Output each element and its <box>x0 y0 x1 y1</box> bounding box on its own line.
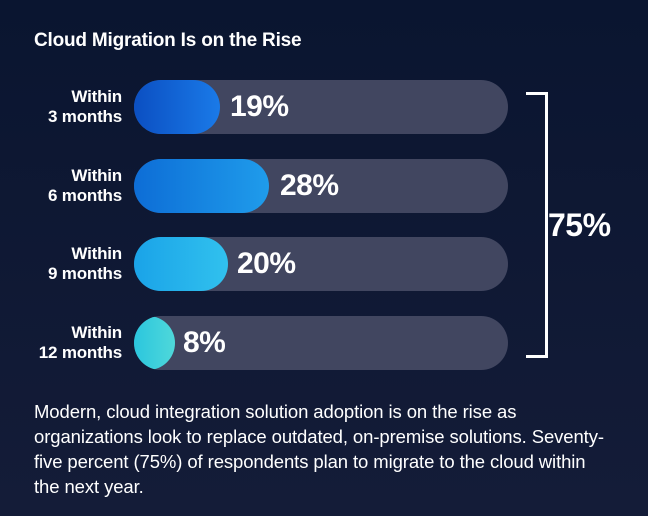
bracket-icon <box>526 92 548 358</box>
bar-fill <box>134 80 220 134</box>
bar-value: 8% <box>183 326 225 360</box>
bar-track: 28% <box>134 159 508 213</box>
bar-row: Within9 months 20% <box>34 237 508 291</box>
bars-column: Within3 months 19% Within6 months 28% Wi… <box>34 80 508 370</box>
bracket-column: 75% <box>526 80 614 370</box>
bar-value: 19% <box>230 90 289 124</box>
bar-track: 19% <box>134 80 508 134</box>
bracket-total: 75% <box>548 207 611 244</box>
bar-row: Within3 months 19% <box>34 80 508 134</box>
bar-label: Within12 months <box>34 323 122 363</box>
chart-caption: Modern, cloud integration solution adopt… <box>34 400 614 500</box>
bar-value: 28% <box>280 169 339 203</box>
bar-row: Within6 months 28% <box>34 159 508 213</box>
bar-row: Within12 months 8% <box>34 316 508 370</box>
bar-fill <box>134 159 269 213</box>
bar-label: Within9 months <box>34 244 122 284</box>
bar-track: 20% <box>134 237 508 291</box>
bar-track: 8% <box>134 316 508 370</box>
chart-title: Cloud Migration Is on the Rise <box>34 30 614 52</box>
bar-fill <box>134 316 175 370</box>
bar-label: Within3 months <box>34 87 122 127</box>
chart-body: Within3 months 19% Within6 months 28% Wi… <box>34 80 614 370</box>
bar-fill <box>134 237 228 291</box>
bar-label: Within6 months <box>34 166 122 206</box>
bar-value: 20% <box>237 247 296 281</box>
